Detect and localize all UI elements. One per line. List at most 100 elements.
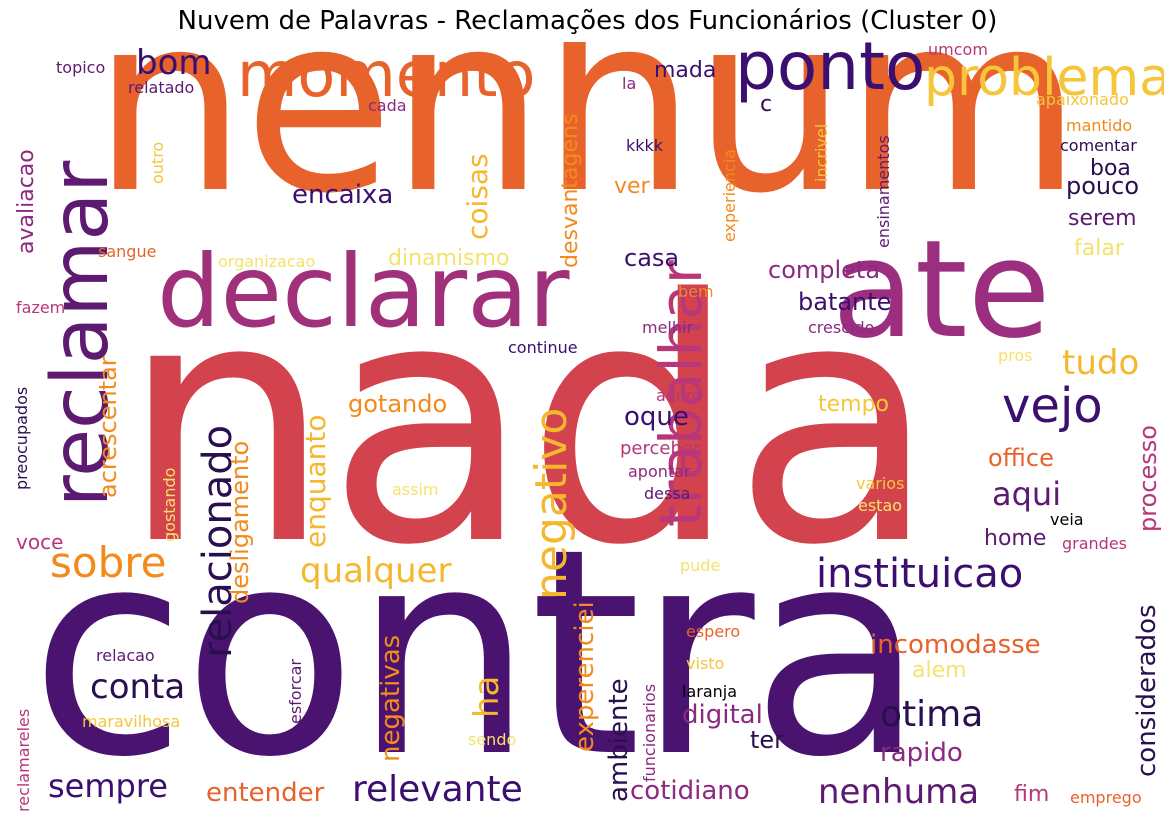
cloud-word: processo [1134,425,1162,532]
cloud-word: problema [924,48,1164,108]
cloud-word: outro [148,141,167,184]
cloud-word: tudo [1062,343,1140,383]
cloud-word: desvantagens [558,113,583,268]
cloud-word: fim [1014,782,1050,807]
cloud-word: c [760,92,773,117]
cloud-word: varios [856,474,905,493]
cloud-word: mada [654,58,717,83]
cloud-word: kkkk [626,136,664,155]
cloud-word: bom [136,43,212,83]
cloud-word: crescido [808,318,875,337]
cloud-word: perceber [620,438,701,459]
cloud-word: oque [624,402,689,432]
cloud-word: ponto [735,42,926,105]
cloud-word: instituicao [816,551,1024,597]
cloud-word: sobre [50,538,167,587]
cloud-word: gotando [348,390,448,418]
cloud-word: preocupados [12,386,31,490]
cloud-word: continue [508,338,578,357]
cloud-word: declarar [157,233,570,350]
cloud-word: fazem [16,298,66,317]
cloud-word: maravilhosa [82,712,181,731]
cloud-word: qualquer [300,551,452,591]
cloud-word: vejo [1002,378,1103,434]
cloud-word: melhir [642,318,694,337]
cloud-word: falar [1074,236,1124,261]
cloud-word: alem [912,658,967,683]
cloud-word: assim [392,480,439,499]
cloud-word: estao [858,496,903,515]
cloud-word: aqui [992,475,1062,513]
cloud-word: negativas [376,634,406,762]
cloud-word: reclamareles [14,708,33,812]
cloud-word: ha [467,675,507,718]
cloud-word: boa [1090,156,1131,181]
cloud-word: contra [30,488,925,816]
cloud-word: ate [832,211,1051,368]
cloud-word: casa [624,244,680,272]
cloud-word: conta [90,667,186,707]
cloud-word: laranja [682,682,738,701]
cloud-word: experiencia [720,148,739,242]
cloud-word: mantido [1066,116,1133,135]
cloud-word: digital [682,700,763,730]
cloud-word: la [622,74,637,93]
cloud-word: enquanto [299,414,332,548]
cloud-word: encaixa [292,180,394,210]
cloud-word: acrescentar [94,356,122,498]
cloud-word: desligamento [226,440,254,604]
cloud-word: visto [686,654,725,673]
cloud-word: batante [798,288,892,316]
cloud-word: cotidiano [630,776,750,806]
cloud-word: nada [120,229,938,619]
cloud-word: apontar [628,462,691,481]
cloud-word: emprego [1070,788,1142,807]
cloud-word: voce [16,530,64,554]
cloud-word: avaliacao [14,149,39,254]
cloud-word: topico [56,58,106,77]
cloud-word: serem [1068,206,1137,231]
cloud-word: cada [368,96,407,115]
cloud-word: negativo [526,407,577,600]
cloud-word: pros [998,346,1033,365]
cloud-word: relacao [96,646,155,665]
cloud-word: funcionarios [640,683,659,782]
cloud-word: veia [1050,510,1084,529]
cloud-word: comentar [1060,136,1137,155]
page-title: Nuvem de Palavras - Reclamações dos Func… [177,6,998,36]
cloud-word: pouco [1066,172,1140,200]
cloud-word: adoro [656,386,702,405]
cloud-word: ver [614,174,650,199]
cloud-word: incrivel [812,123,831,182]
cloud-word: incomodasse [870,630,1041,660]
cloud-word: completa [768,256,881,284]
cloud-word: relatado [128,78,195,97]
cloud-word: espero [686,622,741,641]
word-cloud: nada contra nenhum declarar ate reclamar… [12,42,1164,816]
cloud-word: ambiente [604,678,634,802]
cloud-word: otima [880,694,984,735]
cloud-word: esforcar [286,658,305,724]
cloud-word: apaixonado [1036,90,1129,109]
cloud-word: rapido [880,738,963,768]
cloud-word: organizacao [218,252,316,271]
cloud-word: nenhuma [818,772,980,812]
cloud-word: dessa [644,484,691,503]
cloud-word: tempo [818,392,890,417]
cloud-word: considerados [1132,604,1162,777]
cloud-word: sempre [48,767,168,805]
cloud-word: bem [678,282,714,301]
cloud-word: ter [750,726,785,754]
cloud-word: experenciei [570,601,600,752]
cloud-word: sangue [98,242,157,261]
cloud-word: home [984,526,1047,551]
cloud-word: gostando [160,467,179,542]
cloud-word: momento [237,42,536,111]
cloud-word: grandes [1062,534,1128,553]
cloud-word: dinamismo [388,246,510,271]
cloud-word: nenhum [92,42,1083,247]
cloud-word: entender [206,778,325,808]
cloud-word: sendo [468,730,517,749]
cloud-word: ensinamentos [874,135,893,248]
cloud-word: umcom [928,42,988,59]
